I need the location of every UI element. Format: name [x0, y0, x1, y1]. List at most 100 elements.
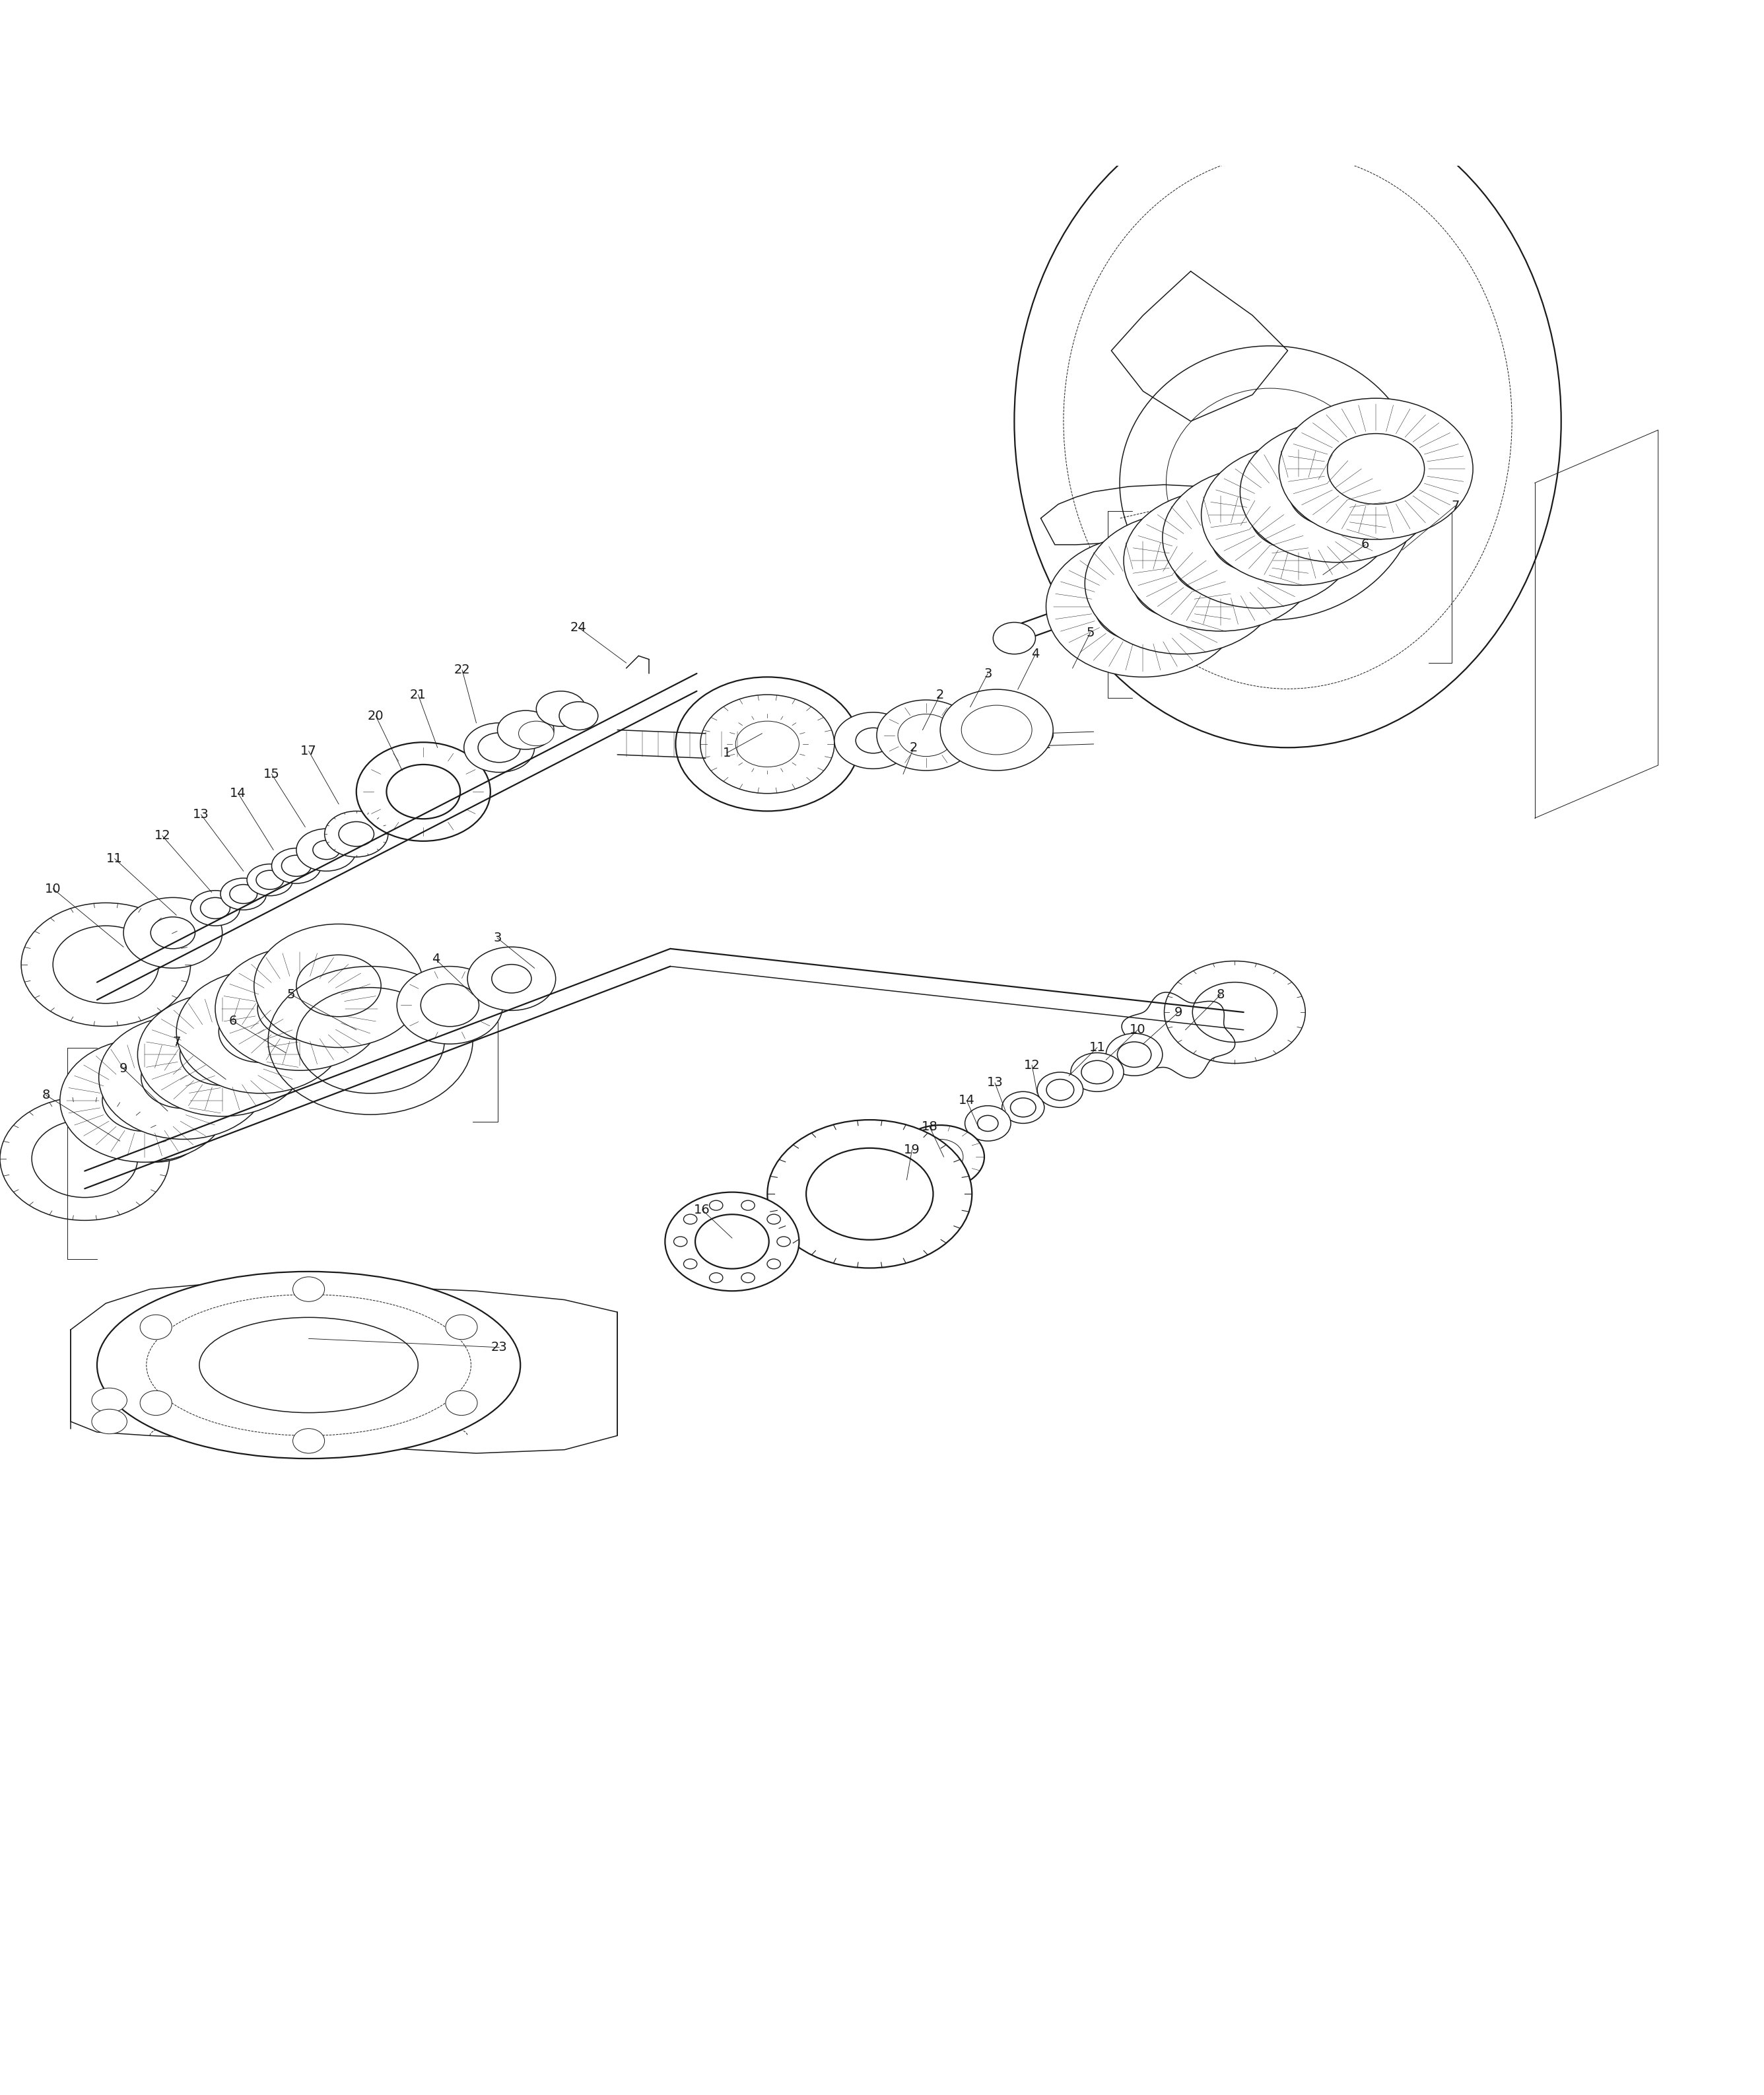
Ellipse shape [397, 966, 503, 1043]
Text: 24: 24 [570, 622, 587, 635]
Ellipse shape [977, 1115, 998, 1131]
Text: 22: 22 [453, 664, 471, 677]
Text: 12: 12 [153, 830, 171, 842]
Text: 6: 6 [229, 1014, 236, 1027]
Ellipse shape [676, 677, 859, 811]
Ellipse shape [767, 1259, 780, 1270]
Ellipse shape [1046, 536, 1240, 677]
Text: 8: 8 [1217, 989, 1224, 1001]
Ellipse shape [146, 1295, 471, 1435]
Ellipse shape [1201, 444, 1395, 585]
Ellipse shape [446, 1316, 478, 1339]
Text: 9: 9 [1175, 1006, 1182, 1018]
Ellipse shape [1210, 503, 1307, 572]
Ellipse shape [215, 947, 385, 1071]
Ellipse shape [1002, 1091, 1044, 1123]
Ellipse shape [139, 1316, 171, 1339]
Text: 11: 11 [1088, 1041, 1106, 1054]
Ellipse shape [695, 1215, 769, 1270]
Text: 3: 3 [494, 932, 501, 945]
Ellipse shape [293, 1276, 325, 1301]
Ellipse shape [467, 947, 556, 1010]
Ellipse shape [940, 689, 1053, 771]
Ellipse shape [1071, 1054, 1124, 1091]
Ellipse shape [138, 993, 307, 1117]
Ellipse shape [776, 1236, 790, 1247]
Text: 13: 13 [192, 809, 210, 821]
Ellipse shape [877, 700, 975, 771]
Ellipse shape [965, 1106, 1011, 1142]
Ellipse shape [478, 733, 520, 763]
Ellipse shape [684, 1215, 697, 1223]
Ellipse shape [356, 742, 490, 840]
Text: 17: 17 [300, 746, 318, 758]
Ellipse shape [1171, 526, 1270, 595]
Text: 16: 16 [693, 1203, 711, 1215]
Ellipse shape [293, 1429, 325, 1454]
Ellipse shape [139, 1391, 171, 1416]
Ellipse shape [1164, 962, 1305, 1064]
Ellipse shape [123, 897, 222, 968]
Ellipse shape [1028, 727, 1053, 744]
Ellipse shape [296, 955, 381, 1016]
Ellipse shape [709, 1200, 723, 1211]
Ellipse shape [201, 897, 229, 920]
Ellipse shape [684, 1259, 697, 1270]
Ellipse shape [386, 765, 460, 819]
Ellipse shape [282, 855, 310, 876]
Ellipse shape [1161, 568, 1238, 628]
Ellipse shape [247, 863, 293, 897]
Ellipse shape [0, 1098, 169, 1221]
Ellipse shape [1192, 983, 1277, 1041]
Ellipse shape [258, 978, 342, 1039]
Ellipse shape [1094, 572, 1191, 641]
Ellipse shape [1240, 421, 1434, 561]
Ellipse shape [339, 821, 374, 846]
Ellipse shape [1085, 513, 1279, 654]
Ellipse shape [709, 1274, 723, 1282]
Ellipse shape [1166, 388, 1374, 578]
Text: 13: 13 [986, 1077, 1004, 1089]
Text: 12: 12 [1023, 1058, 1041, 1071]
Ellipse shape [1014, 94, 1561, 748]
Ellipse shape [834, 712, 912, 769]
Ellipse shape [767, 1121, 972, 1267]
Ellipse shape [741, 1200, 755, 1211]
Text: 14: 14 [229, 788, 247, 800]
Ellipse shape [993, 622, 1035, 654]
Ellipse shape [856, 727, 891, 754]
Text: 7: 7 [1452, 499, 1459, 511]
Ellipse shape [1106, 1033, 1162, 1075]
Ellipse shape [420, 985, 478, 1027]
Ellipse shape [254, 924, 423, 1048]
Text: 14: 14 [958, 1094, 975, 1106]
Text: 1: 1 [723, 746, 730, 758]
Ellipse shape [806, 1148, 933, 1240]
Ellipse shape [256, 869, 284, 890]
Ellipse shape [1327, 434, 1425, 505]
Ellipse shape [559, 702, 598, 729]
Ellipse shape [219, 1001, 303, 1062]
Ellipse shape [700, 696, 834, 794]
Text: 4: 4 [1032, 647, 1039, 660]
Ellipse shape [1120, 346, 1420, 620]
Ellipse shape [446, 1391, 478, 1416]
Text: 9: 9 [120, 1062, 127, 1075]
Ellipse shape [767, 1215, 780, 1223]
Ellipse shape [1162, 467, 1357, 608]
Ellipse shape [191, 890, 240, 926]
Ellipse shape [1081, 1060, 1113, 1083]
Ellipse shape [497, 710, 554, 750]
Text: 8: 8 [42, 1089, 49, 1102]
Ellipse shape [97, 1272, 520, 1458]
Ellipse shape [1249, 480, 1348, 551]
Ellipse shape [519, 721, 554, 746]
Ellipse shape [736, 721, 799, 767]
Text: 18: 18 [921, 1121, 938, 1133]
Ellipse shape [32, 1121, 138, 1198]
Ellipse shape [492, 964, 531, 993]
Ellipse shape [296, 830, 356, 872]
Ellipse shape [272, 848, 321, 884]
Ellipse shape [312, 840, 340, 859]
Ellipse shape [229, 884, 258, 903]
